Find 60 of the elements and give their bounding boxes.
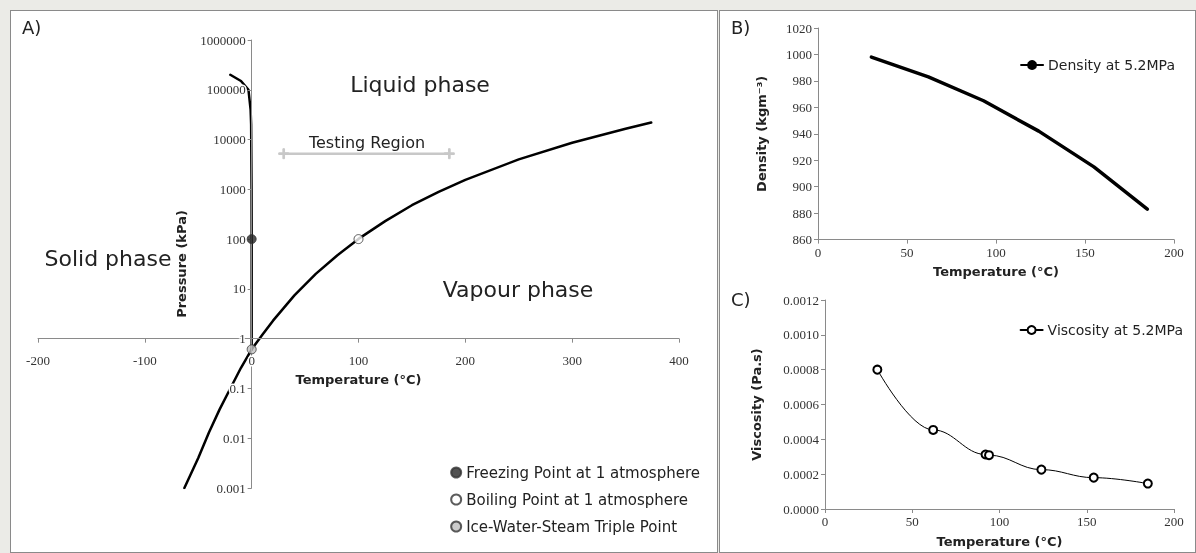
y-tick-label: 0.0000	[783, 501, 819, 517]
x-axis-title: Temperature (°C)	[936, 534, 1063, 549]
x-tick-label: 200	[1164, 514, 1184, 529]
y-tick-label: 920	[792, 152, 812, 168]
y-tick-label: 100000	[206, 82, 246, 98]
y-tick-label: 860	[792, 232, 812, 248]
x-tick-label: 100	[986, 244, 1006, 260]
annotation: Testing Region	[307, 132, 426, 152]
x-tick-label: -100	[132, 352, 157, 368]
x-axis-title: Temperature (°C)	[933, 264, 1059, 279]
y-tick-label: 880	[792, 205, 812, 221]
y-tick-label: 0.0008	[783, 362, 819, 378]
x-tick-label: 100	[348, 352, 369, 368]
y-tick-label: 0.1	[229, 380, 246, 396]
y-tick-label: 1	[239, 331, 246, 347]
chart-title: B)	[731, 16, 751, 38]
y-tick-label: 960	[792, 99, 812, 115]
x-tick-label: 50	[900, 244, 914, 260]
y-tick-label: 0.001	[216, 480, 246, 496]
annotation: Solid phase	[44, 245, 172, 271]
y-tick-label: 0.01	[222, 430, 246, 446]
y-tick-label: 1000000	[200, 32, 246, 48]
y-tick-label: 0.0010	[783, 327, 819, 343]
x-tick-label: 100	[989, 514, 1010, 529]
legend-label: Density at 5.2MPa	[1048, 57, 1176, 73]
x-tick-label: 150	[1077, 514, 1097, 529]
y-tick-label: 1000	[219, 181, 246, 197]
legend-label: Freezing Point at 1 atmosphere	[466, 463, 701, 482]
y-axis-title: Density (kgm⁻³)	[754, 75, 769, 192]
y-tick-label: 0.0004	[783, 431, 820, 447]
x-tick-label: 200	[455, 352, 476, 368]
y-tick-label: 0.0006	[783, 397, 820, 412]
legend-label: Viscosity at 5.2MPa	[1047, 322, 1184, 338]
chart-title: A)	[22, 16, 42, 38]
legend-label: Boiling Point at 1 atmosphere	[466, 490, 689, 509]
legend-label: Ice-Water-Steam Triple Point	[466, 517, 678, 536]
x-tick-label: 400	[669, 352, 689, 368]
chart-title: C)	[731, 288, 751, 310]
y-tick-label: 900	[792, 179, 812, 195]
x-tick-label: 200	[1164, 244, 1184, 260]
y-axis-title: Viscosity (Pa.s)	[749, 348, 764, 461]
y-tick-label: 100	[226, 231, 246, 247]
x-tick-label: 300	[562, 352, 582, 368]
x-axis-title: Temperature (°C)	[295, 372, 422, 388]
y-tick-label: 1000	[786, 46, 812, 62]
x-tick-label: 50	[905, 514, 919, 529]
y-tick-label: 0.0002	[783, 466, 819, 482]
x-tick-label: 150	[1075, 244, 1095, 260]
y-tick-label: 0.0012	[783, 292, 819, 308]
y-tick-label: 10	[232, 281, 246, 297]
annotation: Liquid phase	[350, 71, 490, 97]
x-tick-label: 0	[814, 244, 822, 260]
y-tick-label: 980	[792, 73, 812, 89]
y-tick-label: 1020	[786, 20, 812, 36]
annotation: Vapour phase	[442, 276, 594, 302]
x-tick-label: -200	[26, 352, 50, 368]
y-axis-title: Pressure (kPa)	[173, 210, 189, 318]
y-tick-label: 10000	[213, 132, 246, 148]
x-tick-label: 0	[821, 514, 829, 529]
y-tick-label: 940	[792, 126, 812, 142]
